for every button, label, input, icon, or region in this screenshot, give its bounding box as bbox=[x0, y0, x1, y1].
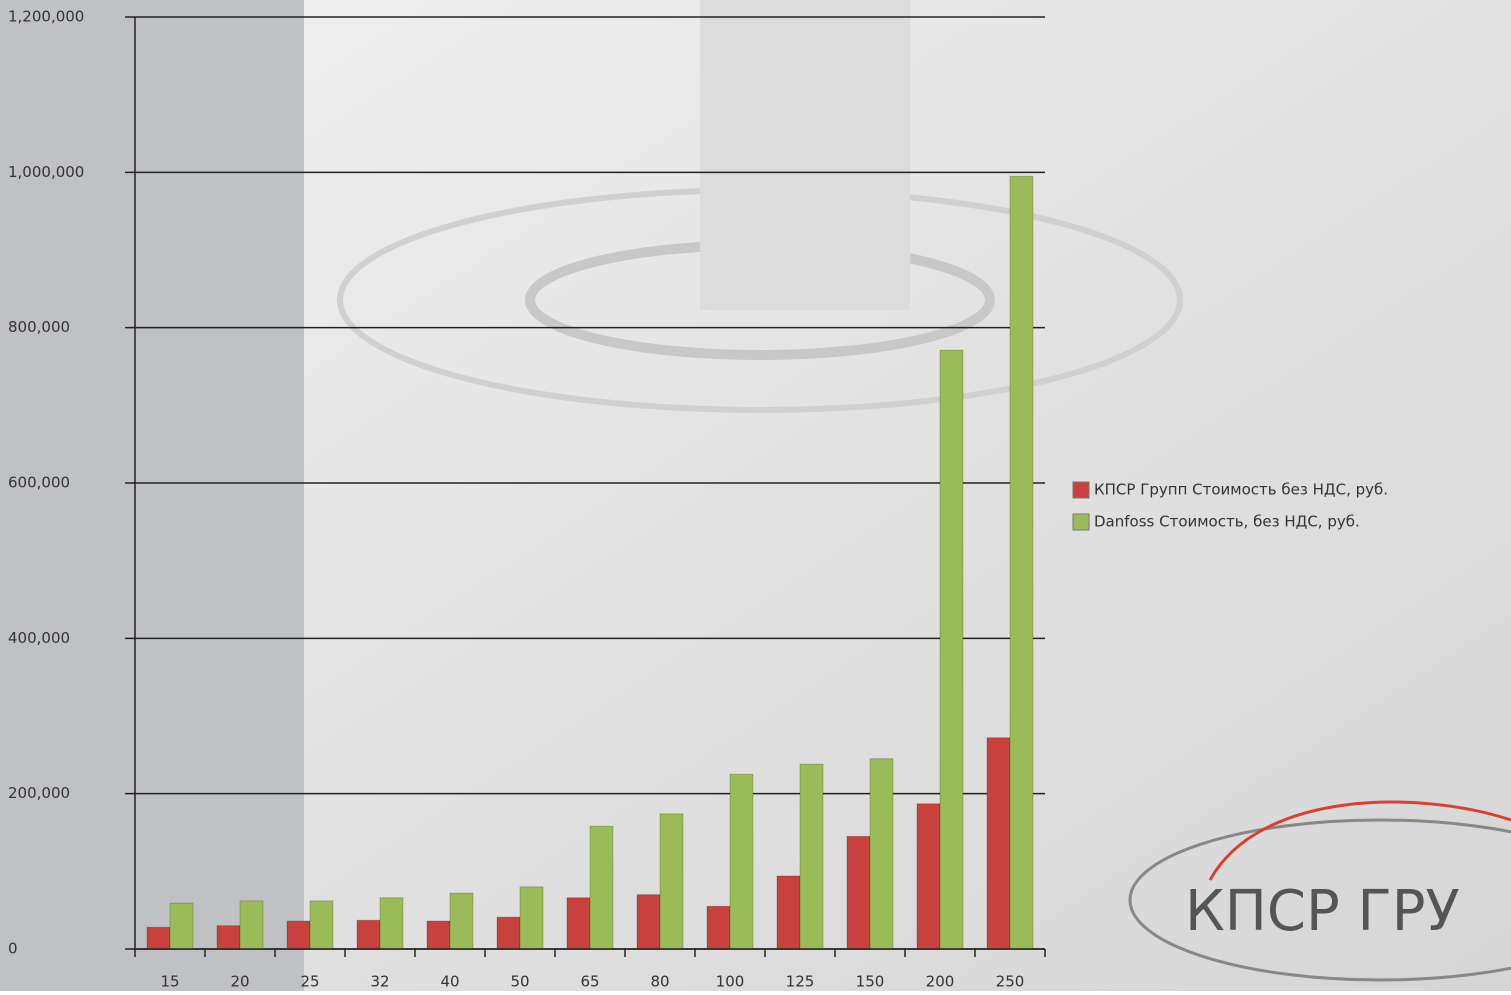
legend-swatch bbox=[1072, 481, 1090, 499]
x-tick-label: 65 bbox=[580, 973, 599, 991]
y-tick-label: 1,000,000 bbox=[8, 163, 84, 181]
x-tick-label: 32 bbox=[370, 973, 389, 991]
logo-arc bbox=[1208, 800, 1511, 881]
bar bbox=[776, 875, 801, 950]
bar bbox=[216, 925, 241, 950]
bar bbox=[356, 919, 381, 950]
bar bbox=[286, 920, 311, 950]
legend-label: Danfoss Стоимость, без НДС, руб. bbox=[1094, 513, 1360, 531]
legend-label: КПСР Групп Стоимость без НДС, руб. bbox=[1094, 481, 1388, 499]
x-tick-label: 250 bbox=[996, 973, 1025, 991]
y-tick-label: 400,000 bbox=[8, 629, 70, 647]
x-tick-label: 15 bbox=[160, 973, 179, 991]
logo: КПСР ГРУ bbox=[1185, 879, 1460, 944]
y-tick-label: 200,000 bbox=[8, 784, 70, 802]
y-tick-label: 1,200,000 bbox=[8, 8, 84, 26]
bar bbox=[1009, 175, 1034, 950]
x-tick-label: 25 bbox=[300, 973, 319, 991]
bar bbox=[519, 886, 544, 950]
bar bbox=[706, 905, 731, 950]
x-tick-label: 50 bbox=[510, 973, 529, 991]
bar bbox=[589, 825, 614, 950]
bar bbox=[146, 926, 171, 950]
x-tick-label: 150 bbox=[856, 973, 885, 991]
x-tick-label: 40 bbox=[440, 973, 459, 991]
bar bbox=[939, 349, 964, 950]
x-tick-label: 20 bbox=[230, 973, 249, 991]
bar bbox=[869, 758, 894, 950]
bar bbox=[379, 897, 404, 950]
bar bbox=[986, 737, 1011, 950]
y-tick-label: 800,000 bbox=[8, 318, 70, 336]
legend-swatch bbox=[1072, 513, 1090, 531]
x-tick-label: 80 bbox=[650, 973, 669, 991]
x-tick-label: 200 bbox=[926, 973, 955, 991]
bar bbox=[426, 920, 451, 950]
bar bbox=[659, 813, 684, 950]
bar bbox=[916, 803, 941, 950]
bar bbox=[496, 916, 521, 950]
bar bbox=[799, 763, 824, 950]
y-tick-label: 0 bbox=[8, 940, 18, 958]
y-tick-label: 600,000 bbox=[8, 474, 70, 492]
x-tick-label: 125 bbox=[786, 973, 815, 991]
photo-shape bbox=[700, 0, 910, 310]
bar bbox=[169, 902, 194, 950]
bar bbox=[239, 900, 264, 950]
bar bbox=[729, 773, 754, 950]
side-panel bbox=[0, 0, 304, 991]
bar bbox=[846, 835, 871, 950]
bar bbox=[449, 892, 474, 950]
logo-ellipse bbox=[1128, 818, 1511, 982]
bar bbox=[566, 897, 591, 950]
x-tick-label: 100 bbox=[716, 973, 745, 991]
bar bbox=[309, 900, 334, 950]
bar bbox=[636, 894, 661, 950]
